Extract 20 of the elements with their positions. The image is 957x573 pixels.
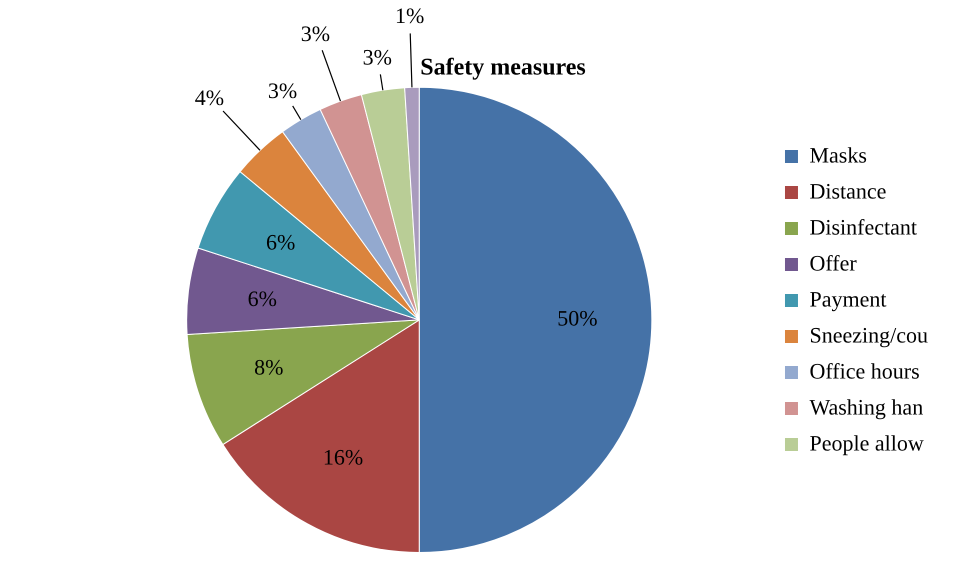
legend-label: Distance <box>809 178 886 204</box>
data-label: 6% <box>266 229 296 254</box>
data-label: 8% <box>254 354 284 380</box>
legend-label: Disinfectant <box>809 214 918 240</box>
legend-label: Masks <box>809 142 867 168</box>
legend-label: People allow <box>809 430 924 456</box>
data-label: 3% <box>362 44 392 70</box>
legend-label: Washing han <box>809 394 924 420</box>
data-label: 6% <box>248 286 277 311</box>
text: Safety measures <box>420 54 586 81</box>
legend-label: Sneezing/cou <box>809 322 928 348</box>
data-label: 50% <box>557 306 598 331</box>
data-label: 16% <box>322 444 364 470</box>
legend-label: Payment <box>809 286 886 312</box>
legend-label: Offer <box>809 250 858 276</box>
data-label: 4% <box>194 85 224 110</box>
data-label: 3% <box>300 20 330 46</box>
legend-label: Office hours <box>809 358 920 384</box>
data-label: 3% <box>268 78 298 103</box>
data-label: 1% <box>394 3 424 28</box>
